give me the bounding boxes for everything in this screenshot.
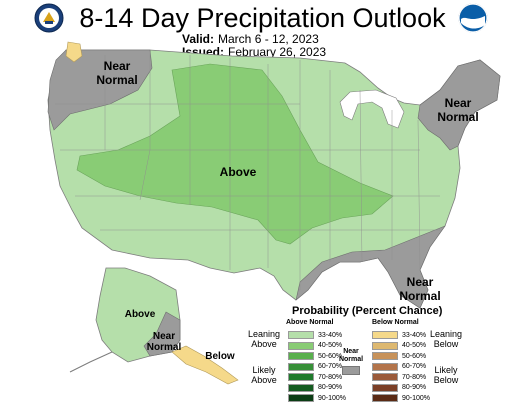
below-swatch-5 xyxy=(372,383,398,392)
below-range-label-0: 33-40% xyxy=(402,331,427,339)
above-range-label-5: 80-90% xyxy=(318,384,343,391)
legend-likely-below-text: Likely Below xyxy=(433,365,459,385)
below-row-0: 33-40% xyxy=(372,330,426,340)
above-swatch-4 xyxy=(288,373,314,381)
below-swatch-4 xyxy=(372,373,398,381)
alaska-below-region xyxy=(171,345,239,385)
below-swatch-3 xyxy=(372,362,398,371)
ak-below-label: Below xyxy=(205,351,235,362)
above-row-4: 70-80% xyxy=(288,372,342,382)
ak-near-normal-label-1: Near xyxy=(153,331,175,342)
near-normal-ne-region xyxy=(417,59,501,151)
below-range-label-2: 50-60% xyxy=(402,352,427,360)
legend-leaning-below: Leaning Below xyxy=(426,329,466,349)
below-swatch-1 xyxy=(372,341,398,350)
above-range-label-0: 33-40% xyxy=(318,331,343,339)
near-normal-nw-label-2: Normal xyxy=(96,73,137,87)
below-swatch-2 xyxy=(372,352,398,360)
map-title: 8-14 Day Precipitation Outlook xyxy=(79,3,446,33)
above-swatch-6 xyxy=(288,394,314,402)
legend-likely-below: Likely Below xyxy=(426,365,466,385)
above-row-6: 90-100% xyxy=(288,393,346,403)
ak-near-normal-label-2: Normal xyxy=(147,342,182,353)
near-normal-ne-label-1: Near xyxy=(445,96,472,110)
above-swatch-0 xyxy=(288,331,314,339)
great-lakes xyxy=(339,89,405,129)
ak-above-label: Above xyxy=(125,309,156,320)
above-row-2: 50-60% xyxy=(288,351,342,361)
alaska-near-normal-region xyxy=(143,311,181,357)
department-of-commerce-seal-icon xyxy=(34,3,64,33)
below-row-2: 50-60% xyxy=(372,351,426,361)
issued-value: February 26, 2023 xyxy=(228,45,327,59)
legend-leaning-below-text: Leaning Below xyxy=(429,329,463,349)
below-row-5: 80-90% xyxy=(372,383,426,393)
above-range-label-6: 90-100% xyxy=(318,394,347,402)
above-swatch-3 xyxy=(288,362,314,371)
below-wa-region xyxy=(65,41,83,63)
valid-dates: Valid: March 6 - 12, 2023 xyxy=(182,33,319,46)
legend-near-normal-label: Near Normal xyxy=(338,348,364,363)
below-row-4: 70-80% xyxy=(372,372,426,382)
near-normal-se-region xyxy=(295,225,446,309)
above-range-label-3: 60-70% xyxy=(318,363,343,370)
below-range-label-4: 70-80% xyxy=(402,373,427,381)
above-row-3: 60-70% xyxy=(288,362,342,372)
valid-value: March 6 - 12, 2023 xyxy=(218,32,319,46)
above-row-0: 33-40% xyxy=(288,330,342,340)
near-normal-nw-region xyxy=(47,49,153,131)
above-swatch-2 xyxy=(288,352,314,360)
near-normal-ne-label-2: Normal xyxy=(437,110,478,124)
legend-above-header: Above Normal xyxy=(286,319,334,326)
below-range-label-3: 60-70% xyxy=(402,363,427,370)
valid-label: Valid: xyxy=(182,32,215,46)
near-normal-nw-label-1: Near xyxy=(104,59,131,73)
state-boundaries xyxy=(55,52,440,290)
legend-title: Probability (Percent Chance) xyxy=(292,305,443,317)
legend-below-header: Below Normal xyxy=(372,319,419,326)
below-range-label-1: 40-50% xyxy=(402,342,427,349)
above-range-label-2: 50-60% xyxy=(318,352,343,360)
below-range-label-6: 90-100% xyxy=(402,394,431,402)
legend-leaning-above: Leaning Above xyxy=(244,329,284,349)
noaa-logo-icon xyxy=(458,3,488,33)
above-row-1: 40-50% xyxy=(288,341,342,351)
below-row-1: 40-50% xyxy=(372,341,426,351)
legend-likely-above: Likely Above xyxy=(244,365,284,385)
above-center-label: Above xyxy=(220,165,257,179)
above-swatch-1 xyxy=(288,341,314,350)
below-row-3: 60-70% xyxy=(372,362,426,372)
legend-leaning-above-text: Leaning Above xyxy=(247,329,281,349)
above-40-50-region xyxy=(76,63,394,245)
near-normal-se-label-1: Near xyxy=(407,275,434,289)
below-range-label-5: 80-90% xyxy=(402,384,427,391)
above-range-label-1: 40-50% xyxy=(318,342,343,349)
legend-likely-above-text: Likely Above xyxy=(251,365,277,385)
below-swatch-6 xyxy=(372,394,398,402)
near-normal-se-label-2: Normal xyxy=(399,289,440,303)
above-swatch-5 xyxy=(288,383,314,392)
below-row-6: 90-100% xyxy=(372,393,430,403)
below-swatch-0 xyxy=(372,331,398,339)
aleutian-islands xyxy=(69,351,113,373)
above-range-label-4: 70-80% xyxy=(318,373,343,381)
legend-near-normal-swatch xyxy=(342,366,360,375)
above-row-5: 80-90% xyxy=(288,383,342,393)
